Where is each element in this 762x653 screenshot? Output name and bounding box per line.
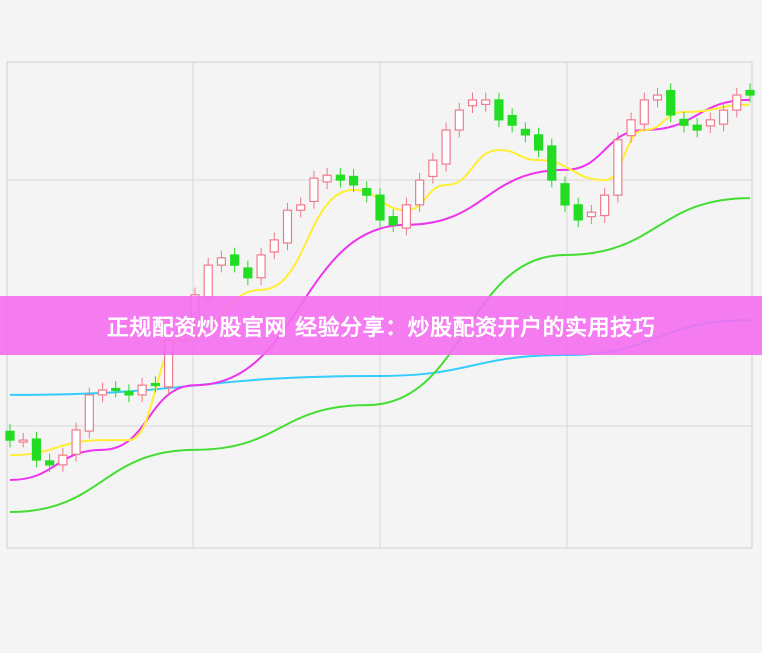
candle-body [666,89,676,116]
candle-body [58,454,68,466]
candle-body [309,177,319,203]
candle-body [111,387,121,392]
candle-body [415,179,425,206]
candle-body [388,216,398,226]
candle-body [375,194,385,221]
candle-body [216,257,227,266]
candle-body [362,187,372,196]
candle-body [573,204,583,221]
candle-body [718,109,729,125]
candle-body [626,119,636,137]
candle-body [97,389,108,396]
candle-body [705,119,715,127]
candle-body [18,439,28,443]
candle-body [296,204,306,211]
banner-title: 正规配资炒股官网 经验分享：炒股配资开户的实用技巧 [106,315,656,341]
candle-body [31,438,42,461]
candle-body [335,174,345,181]
candle-body [150,382,160,387]
candle-body [745,89,755,96]
candle-body [494,99,504,121]
candle-body [692,124,702,131]
candle-body [679,118,689,126]
candle-body [282,209,293,244]
candle-body [467,99,478,107]
candle-body [322,174,332,183]
candle-body [401,204,412,229]
candle-body [732,94,742,111]
candle-body [481,99,491,105]
candle-body [428,159,438,178]
candle-body [586,211,597,218]
candle-body [547,145,557,181]
candle-body [45,460,55,466]
candle-body [137,384,147,396]
candle-body [269,239,279,253]
candle-body [520,128,530,136]
candle-body [441,129,451,165]
candle-body [71,429,81,455]
candle-body [348,175,359,186]
candle-body [256,254,266,279]
candle-body [639,99,649,125]
candle-body [533,134,544,151]
ma-line-1 [9,197,751,514]
candle-body [5,430,15,441]
candle-body [84,394,94,432]
candle-body [203,264,213,298]
candle-body [613,139,623,196]
candle-body [454,109,464,131]
candle-body [124,391,134,396]
candle-body [560,183,570,206]
candle-body [652,94,663,101]
candle-body [600,194,610,217]
candle-body [243,267,253,279]
candle-body [507,114,517,126]
candle-body [230,254,240,266]
title-banner: 正规配资炒股官网 经验分享：炒股配资开户的实用技巧 [0,296,762,355]
ma-line-2 [9,98,751,481]
